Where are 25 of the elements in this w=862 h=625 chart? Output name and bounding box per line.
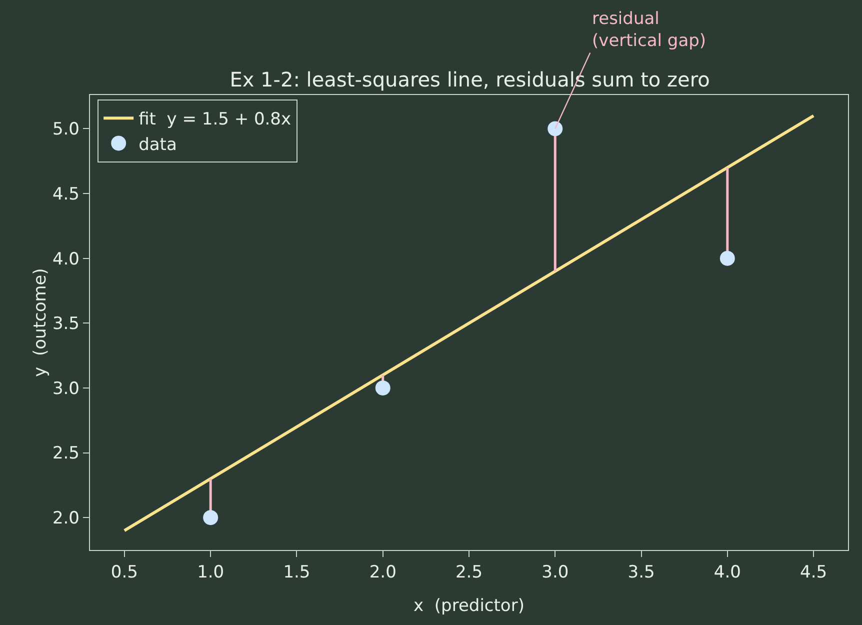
x-tick-label: 2.0 <box>369 562 396 582</box>
y-tick-label: 5.0 <box>52 120 80 140</box>
legend-label: data <box>138 134 177 155</box>
y-tick-label: 4.0 <box>52 249 80 270</box>
x-tick-label: 4.0 <box>714 562 741 582</box>
y-tick-label: 3.0 <box>52 378 80 399</box>
x-tick-label: 4.5 <box>800 562 828 582</box>
point <box>375 380 390 396</box>
annotation: residual (vertical gap) <box>592 9 706 52</box>
x-tick-label: 0.5 <box>110 562 138 582</box>
x-tick-label: 1.5 <box>283 562 310 582</box>
y-tick-label: 3.5 <box>52 314 80 334</box>
y-tick-label: 2.0 <box>52 508 80 529</box>
x-tick-label: 3.0 <box>542 562 569 582</box>
point <box>720 250 735 266</box>
y-axis-title: y (outcome) <box>30 268 50 377</box>
point <box>203 510 218 526</box>
x-tick-label: 2.5 <box>455 562 483 582</box>
point <box>548 121 563 136</box>
x-axis-title: x (predictor) <box>414 596 524 616</box>
legend-label: fit y = 1.5 + 0.8x <box>138 110 292 130</box>
y-tick-label: 2.5 <box>52 444 80 464</box>
x-tick-label: 3.5 <box>628 562 655 582</box>
x-tick-label: 1.0 <box>197 562 224 582</box>
y-tick-label: 4.5 <box>52 184 80 204</box>
